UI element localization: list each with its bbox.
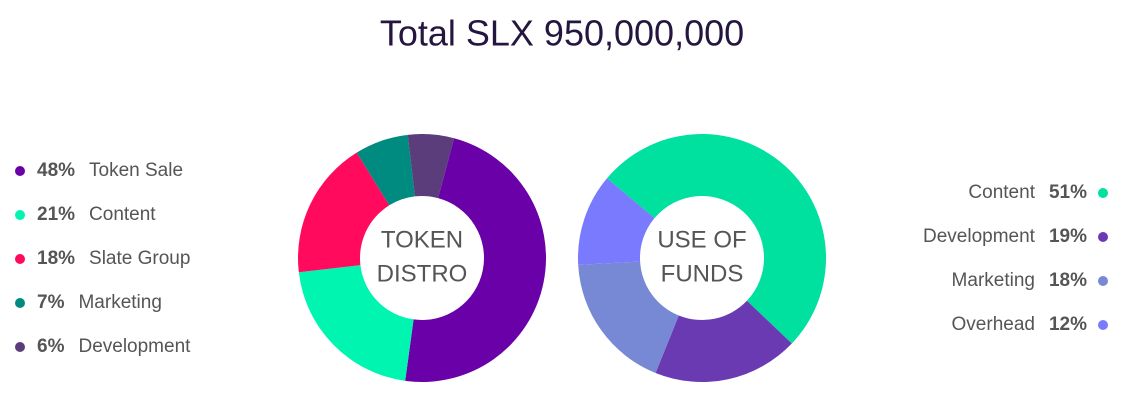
center-label: DISTRO (377, 260, 468, 287)
legend-dot (15, 342, 25, 352)
donut-slice (578, 178, 655, 265)
donut-slice (407, 134, 455, 199)
legend-dot (15, 298, 25, 308)
donut-slice (578, 261, 679, 373)
legend-dot (1098, 276, 1108, 286)
legend-name: Content (89, 204, 156, 225)
legend-percent: 7% (37, 292, 65, 313)
legend-percent: 12% (1049, 314, 1087, 335)
legend-percent: 18% (1049, 270, 1087, 291)
legend-dot (15, 254, 25, 264)
legend-percent: 51% (1049, 182, 1087, 203)
legend-name: Slate Group (89, 248, 190, 269)
legend-percent: 48% (37, 160, 75, 181)
legend-dot (15, 166, 25, 176)
legend-dot (1098, 232, 1108, 242)
legend-percent: 18% (37, 248, 75, 269)
center-label: FUNDS (661, 260, 744, 287)
legend-name: Content (968, 182, 1035, 203)
title: Total SLX 950,000,000 (380, 13, 744, 54)
donut-slice (298, 152, 390, 273)
legend-name: Token Sale (89, 160, 183, 181)
donut-slice (298, 265, 414, 381)
donut-slice (655, 300, 792, 382)
center-label: TOKEN (381, 226, 463, 253)
center-label: USE OF (657, 226, 746, 253)
legend-dot (1098, 320, 1108, 330)
legend-name: Marketing (952, 270, 1035, 291)
legend-percent: 19% (1049, 226, 1087, 247)
legend-name: Marketing (78, 292, 161, 313)
legend-percent: 21% (37, 204, 75, 225)
legend-dot (15, 210, 25, 220)
legend-percent: 6% (37, 336, 65, 357)
legend-name: Overhead (952, 314, 1035, 335)
legend-name: Development (923, 226, 1036, 247)
donut-slice (356, 134, 415, 206)
donut-slice (607, 133, 827, 344)
legend-name: Development (78, 336, 191, 357)
donut-slice (405, 138, 546, 382)
legend-dot (1098, 188, 1108, 198)
